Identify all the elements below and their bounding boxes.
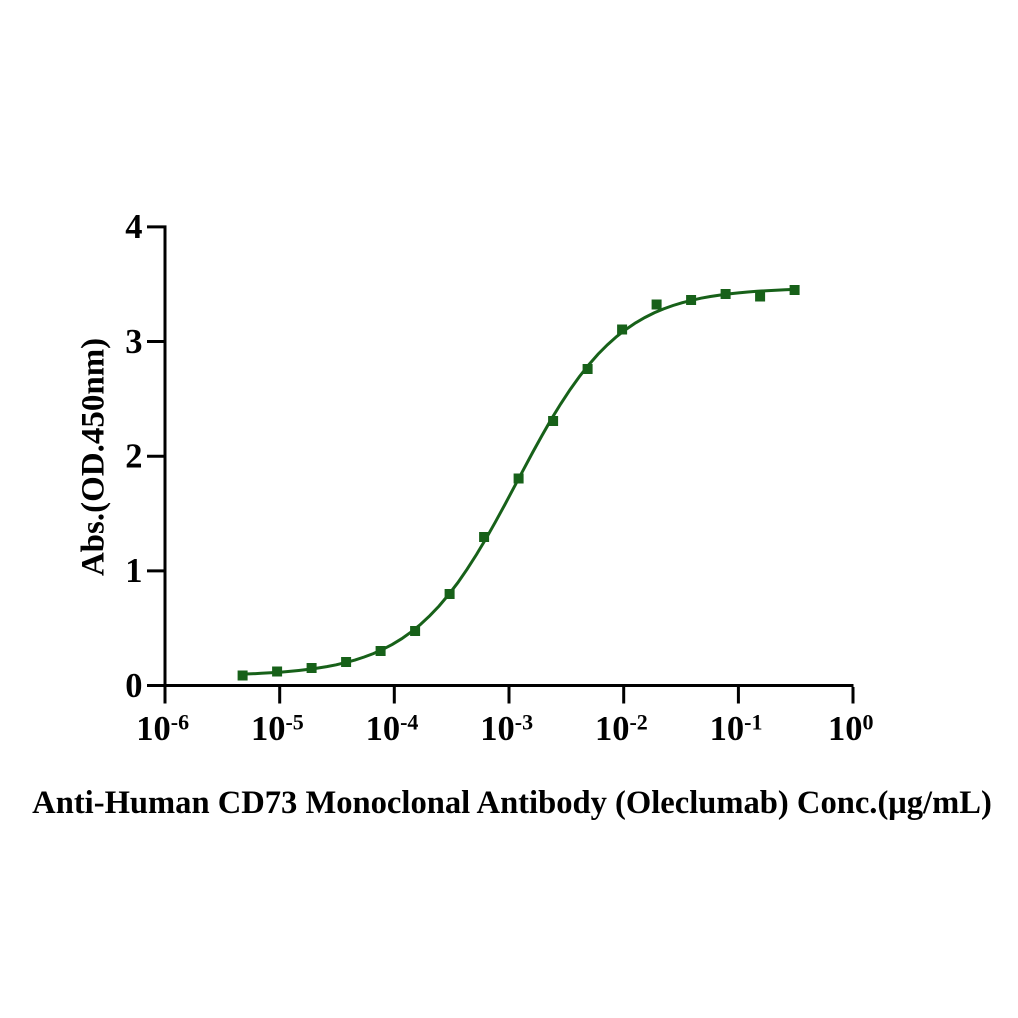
svg-text:2: 2: [125, 438, 142, 476]
svg-text:1: 1: [125, 552, 142, 590]
svg-text:4: 4: [125, 208, 142, 246]
svg-text:0: 0: [125, 667, 142, 705]
svg-text:Abs.(OD.450nm): Abs.(OD.450nm): [76, 338, 112, 576]
svg-text:3: 3: [125, 323, 142, 361]
svg-text:Anti-Human CD73 Monoclonal Ant: Anti-Human CD73 Monoclonal Antibody (Ole…: [32, 785, 992, 821]
